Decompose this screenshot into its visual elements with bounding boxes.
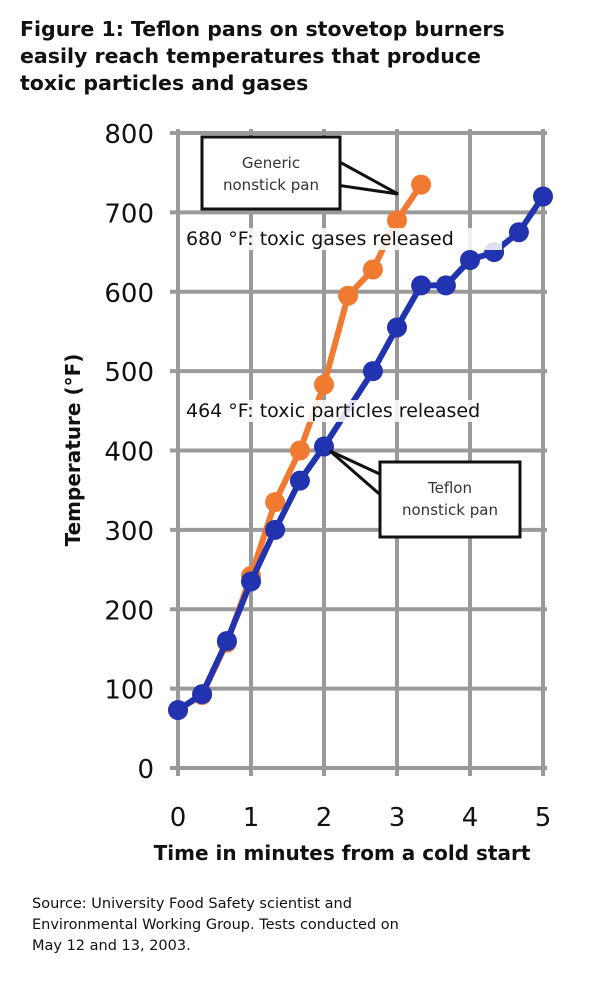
y-tick-label: 800 — [104, 120, 154, 150]
x-axis-label: Time in minutes from a cold start — [154, 841, 531, 865]
data-point — [411, 174, 432, 195]
source-line: Environmental Working Group. Tests condu… — [32, 917, 399, 933]
data-point — [387, 210, 407, 231]
data-point — [338, 285, 359, 306]
data-point — [362, 361, 383, 382]
y-tick-label: 0 — [137, 755, 154, 785]
annotation-bg — [184, 400, 532, 422]
y-tick-label: 100 — [104, 676, 154, 706]
y-tick-label: 200 — [104, 596, 154, 626]
callout-teflon-line2: nonstick pan — [402, 501, 498, 519]
chart-title: Figure 1: Teflon pans on stovetop burner… — [20, 16, 600, 97]
data-point — [289, 440, 310, 461]
series-teflon — [168, 186, 553, 721]
data-point — [241, 571, 261, 592]
callout-generic-line2: nonstick pan — [223, 176, 319, 194]
data-point — [411, 275, 432, 296]
callout-teflon-line1: Teflon — [427, 479, 472, 497]
source-line: May 12 and 13, 2003. — [32, 938, 191, 954]
data-point — [289, 470, 310, 491]
x-tick-label: 2 — [316, 803, 333, 833]
y-axis-label: Temperature (°F) — [61, 354, 85, 547]
y-tick-label: 700 — [104, 199, 154, 229]
source-note: Source: University Food Safety scientist… — [32, 894, 399, 957]
title-line: Figure 1: Teflon pans on stovetop burner… — [20, 17, 505, 41]
source-line: Source: University Food Safety scientist… — [32, 896, 352, 912]
x-tick-label: 0 — [170, 803, 187, 833]
data-point — [508, 222, 529, 243]
series — [168, 174, 553, 721]
data-point — [314, 436, 334, 457]
annotation-gases: 680 °F: toxic gases released — [186, 228, 454, 250]
y-tick-label: 400 — [104, 438, 154, 468]
data-point — [265, 519, 286, 540]
data-point — [435, 275, 456, 296]
data-point — [192, 684, 213, 705]
data-point — [168, 700, 188, 721]
x-tick-label: 1 — [243, 803, 260, 833]
callout-teflon: Teflon nonstick pan — [329, 449, 522, 539]
title-line: toxic particles and gases — [20, 71, 309, 95]
data-point — [216, 631, 237, 651]
title-line: easily reach temperatures that produce — [20, 44, 481, 68]
data-point — [362, 259, 383, 280]
data-point — [533, 186, 553, 207]
y-tick-labels: 0 100 200 300 400 500 600 700 800 — [104, 120, 154, 785]
x-tick-labels: 0 1 2 3 4 5 — [170, 803, 552, 833]
annotation-particles: 464 °F: toxic particles released — [186, 400, 480, 422]
data-point — [314, 374, 334, 395]
callout-generic-line1: Generic — [242, 154, 300, 172]
y-tick-label: 300 — [104, 517, 154, 547]
grid — [170, 129, 547, 776]
y-tick-label: 500 — [104, 358, 154, 388]
series-generic — [168, 174, 432, 721]
y-tick-label: 600 — [104, 279, 154, 309]
data-point — [265, 492, 286, 513]
callout-generic: Generic nonstick pan — [200, 135, 399, 211]
x-tick-label: 4 — [462, 803, 479, 833]
x-tick-label: 3 — [389, 803, 406, 833]
data-point — [460, 250, 480, 270]
annotation-bg — [184, 228, 502, 250]
x-tick-label: 5 — [535, 803, 552, 833]
data-point — [387, 317, 407, 338]
